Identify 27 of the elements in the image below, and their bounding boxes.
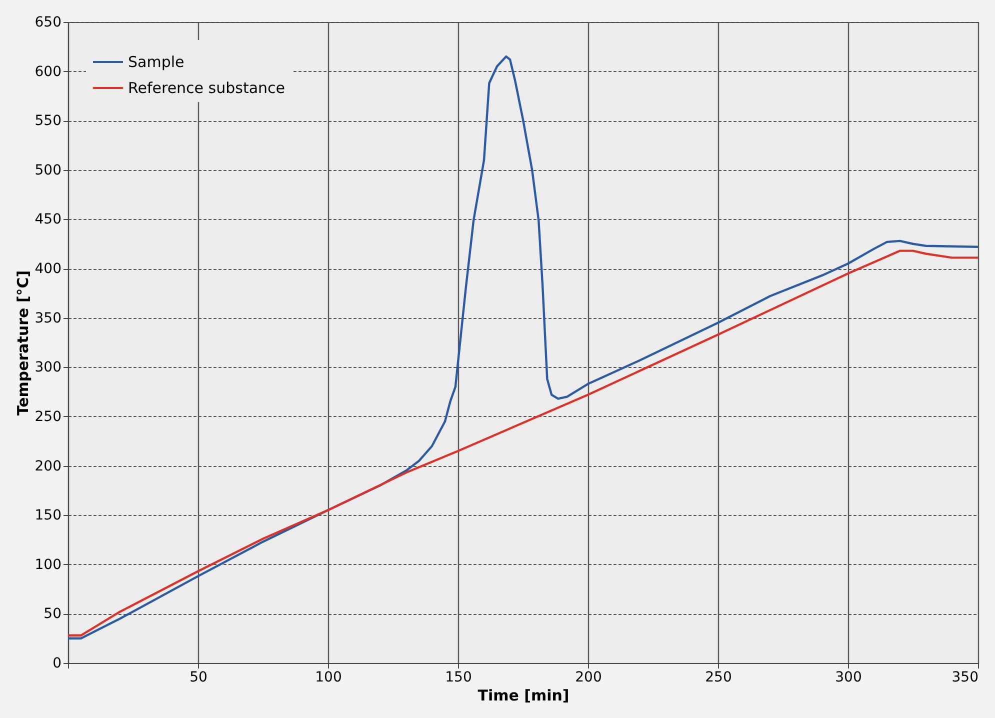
x-axis-title: Time [min] [478, 686, 570, 704]
y-tick-label: 400 [34, 261, 62, 278]
x-tick-label: 50 [190, 670, 208, 686]
y-tick-label: 50 [44, 606, 62, 622]
y-axis-title: Temperature [°C] [14, 270, 32, 416]
line-series [66, 55, 980, 640]
y-tick-label: 450 [34, 212, 62, 228]
y-tick-label: 600 [34, 64, 62, 80]
y-tick-label: 100 [34, 556, 62, 573]
y-tick-label: 350 [34, 310, 62, 326]
x-tick-label: 350 [952, 670, 978, 686]
y-tick-label: 500 [34, 162, 62, 178]
y-tick-label: 300 [34, 360, 62, 376]
x-tick-label: 100 [315, 670, 342, 686]
y-tick-label: 650 [34, 14, 62, 30]
line-series [66, 250, 980, 636]
y-tick-label: 150 [34, 508, 62, 524]
y-tick-label: 550 [34, 113, 62, 130]
y-tick-label: 250 [34, 408, 62, 425]
y-tick-label: 200 [34, 458, 62, 474]
x-tick-label: 300 [835, 670, 862, 686]
x-tick-label: 150 [445, 670, 472, 686]
legend-label: Sample [128, 53, 184, 71]
legend-label: Reference substance [128, 79, 286, 97]
x-tick-label: 250 [705, 670, 732, 686]
x-tick-label: 200 [575, 670, 602, 686]
y-tick-label: 0 [52, 656, 62, 672]
